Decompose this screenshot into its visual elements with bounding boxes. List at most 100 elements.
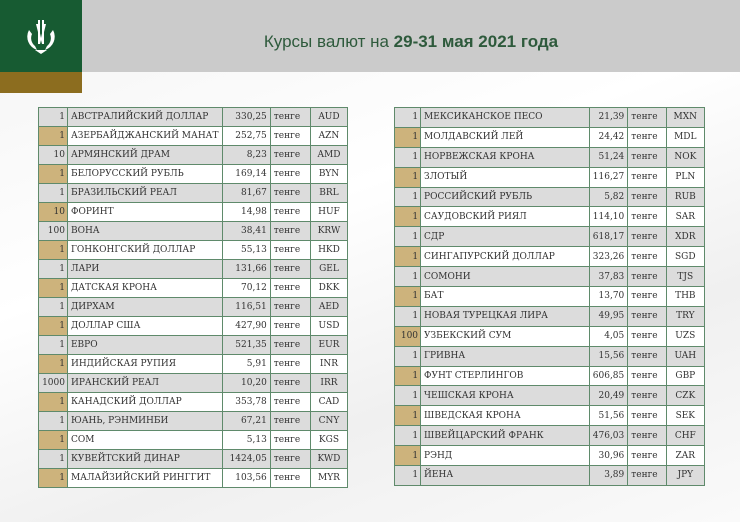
- currency-name-cell: РОССИЙСКИЙ РУБЛЬ: [420, 186, 590, 208]
- currency-code-cell: KGS: [309, 430, 349, 450]
- currency-code-cell: KWD: [309, 449, 349, 469]
- currency-name-cell: ДОЛЛАР США: [66, 316, 223, 336]
- unit-cell: тенге: [269, 259, 311, 279]
- currency-code-cell: HKD: [309, 240, 349, 260]
- currency-name-cell: ШВЕДСКАЯ КРОНА: [420, 405, 590, 427]
- currency-name-cell: ДИРХАМ: [66, 297, 223, 317]
- unit-cell: тенге: [269, 221, 311, 241]
- rate-cell: 3,89: [588, 465, 629, 486]
- rate-cell: 606,85: [588, 365, 629, 387]
- currency-name-cell: ЧЕШСКАЯ КРОНА: [420, 385, 590, 407]
- currency-name-cell: ЕВРО: [66, 335, 223, 355]
- unit-cell: тенге: [269, 411, 311, 431]
- currency-name-cell: СОМОНИ: [420, 266, 590, 288]
- rate-cell: 353,78: [221, 392, 271, 412]
- currency-code-cell: JPY: [665, 465, 706, 486]
- unit-cell: тенге: [269, 335, 311, 355]
- unit-cell: тенге: [627, 206, 667, 228]
- currency-code-cell: XDR: [665, 226, 706, 248]
- unit-cell: тенге: [269, 316, 311, 336]
- unit-cell: тенге: [269, 373, 311, 393]
- table-row: 1 РОССИЙСКИЙ РУБЛЬ 5,82 тенге RUB: [393, 186, 706, 208]
- currency-code-cell: THB: [665, 286, 706, 307]
- quantity-cell: 1: [38, 240, 68, 260]
- quantity-cell: 1: [393, 146, 422, 168]
- unit-cell: тенге: [627, 146, 667, 168]
- unit-cell: тенге: [269, 392, 311, 412]
- rate-cell: 20,49: [588, 385, 629, 407]
- currency-code-cell: ZAR: [665, 445, 706, 467]
- unit-cell: тенге: [627, 186, 667, 208]
- table-row: 1 ЗЛОТЫЙ 116,27 тенге PLN: [393, 166, 706, 188]
- currency-name-cell: ГОНКОНГСКИЙ ДОЛЛАР: [66, 240, 223, 260]
- currency-name-cell: МАЛАЙЗИЙСКИЙ РИНГГИТ: [66, 468, 223, 488]
- table-row: 10 АРМЯНСКИЙ ДРАМ 8,23 тенге AMD: [38, 145, 349, 165]
- currency-name-cell: ГРИВНА: [420, 345, 590, 367]
- table-row: 1 РЭНД 30,96 тенге ZAR: [393, 445, 706, 467]
- rate-cell: 37,83: [588, 266, 629, 288]
- rate-cell: 103,56: [221, 468, 271, 488]
- unit-cell: тенге: [627, 385, 667, 407]
- currency-code-cell: UZS: [665, 325, 706, 347]
- quantity-cell: 10: [38, 202, 68, 222]
- quantity-cell: 1: [393, 126, 422, 148]
- quantity-cell: 10: [38, 145, 68, 165]
- table-row: 1 ЙЕНА 3,89 тенге JPY: [393, 465, 706, 486]
- currency-code-cell: USD: [309, 316, 349, 336]
- table-row: 1 ИНДИЙСКАЯ РУПИЯ 5,91 тенге INR: [38, 354, 349, 374]
- currency-name-cell: РЭНД: [420, 445, 590, 467]
- quantity-cell: 1: [38, 430, 68, 450]
- unit-cell: тенге: [269, 145, 311, 165]
- table-row: 1 СОМ 5,13 тенге KGS: [38, 430, 349, 450]
- unit-cell: тенге: [627, 107, 667, 128]
- unit-cell: тенге: [627, 465, 667, 486]
- currency-name-cell: МЕКСИКАНСКОЕ ПЕСО: [420, 107, 590, 128]
- currency-code-cell: BRL: [309, 183, 349, 203]
- currency-code-cell: AMD: [309, 145, 349, 165]
- currency-name-cell: ШВЕЙЦАРСКИЙ ФРАНК: [420, 425, 590, 447]
- unit-cell: тенге: [269, 240, 311, 260]
- rate-cell: 5,13: [221, 430, 271, 450]
- unit-cell: тенге: [627, 305, 667, 327]
- quantity-cell: 1: [38, 449, 68, 469]
- currency-code-cell: IRR: [309, 373, 349, 393]
- quantity-cell: 1: [393, 246, 422, 268]
- currency-name-cell: ФОРИНТ: [66, 202, 223, 222]
- unit-cell: тенге: [627, 126, 667, 148]
- rate-cell: 116,51: [221, 297, 271, 317]
- table-row: 1 ЕВРО 521,35 тенге EUR: [38, 335, 349, 355]
- page-title: Курсы валют на 29-31 мая 2021 года: [82, 32, 740, 52]
- currency-code-cell: CZK: [665, 385, 706, 407]
- unit-cell: тенге: [269, 183, 311, 203]
- currency-name-cell: УЗБЕКСКИЙ СУМ: [420, 325, 590, 347]
- currency-name-cell: СДР: [420, 226, 590, 248]
- quantity-cell: 1: [393, 365, 422, 387]
- rate-cell: 21,39: [588, 107, 629, 128]
- unit-cell: тенге: [627, 286, 667, 307]
- currency-name-cell: КУВЕЙТСКИЙ ДИНАР: [66, 449, 223, 469]
- currency-name-cell: ДАТСКАЯ КРОНА: [66, 278, 223, 298]
- currency-name-cell: ЮАНЬ, РЭНМИНБИ: [66, 411, 223, 431]
- rate-cell: 55,13: [221, 240, 271, 260]
- unit-cell: тенге: [627, 226, 667, 248]
- table-row: 1 БАТ 13,70 тенге THB: [393, 286, 706, 307]
- currency-code-cell: UAH: [665, 345, 706, 367]
- unit-cell: тенге: [627, 166, 667, 188]
- currency-name-cell: НОВАЯ ТУРЕЦКАЯ ЛИРА: [420, 305, 590, 327]
- rate-cell: 114,10: [588, 206, 629, 228]
- table-row: 1 ШВЕЙЦАРСКИЙ ФРАНК 476,03 тенге CHF: [393, 425, 706, 447]
- rate-cell: 8,23: [221, 145, 271, 165]
- quantity-cell: 1: [393, 186, 422, 208]
- table-row: 10 ФОРИНТ 14,98 тенге HUF: [38, 202, 349, 222]
- currency-code-cell: HUF: [309, 202, 349, 222]
- unit-cell: тенге: [627, 266, 667, 288]
- rate-cell: 618,17: [588, 226, 629, 248]
- table-row: 1 МОЛДАВСКИЙ ЛЕЙ 24,42 тенге MDL: [393, 126, 706, 148]
- quantity-cell: 1: [38, 411, 68, 431]
- currency-code-cell: DKK: [309, 278, 349, 298]
- unit-cell: тенге: [269, 354, 311, 374]
- currency-name-cell: АЗЕРБАЙДЖАНСКИЙ МАНАТ: [66, 126, 223, 146]
- rate-cell: 14,98: [221, 202, 271, 222]
- table-row: 1 ШВЕДСКАЯ КРОНА 51,56 тенге SEK: [393, 405, 706, 427]
- currency-code-cell: AED: [309, 297, 349, 317]
